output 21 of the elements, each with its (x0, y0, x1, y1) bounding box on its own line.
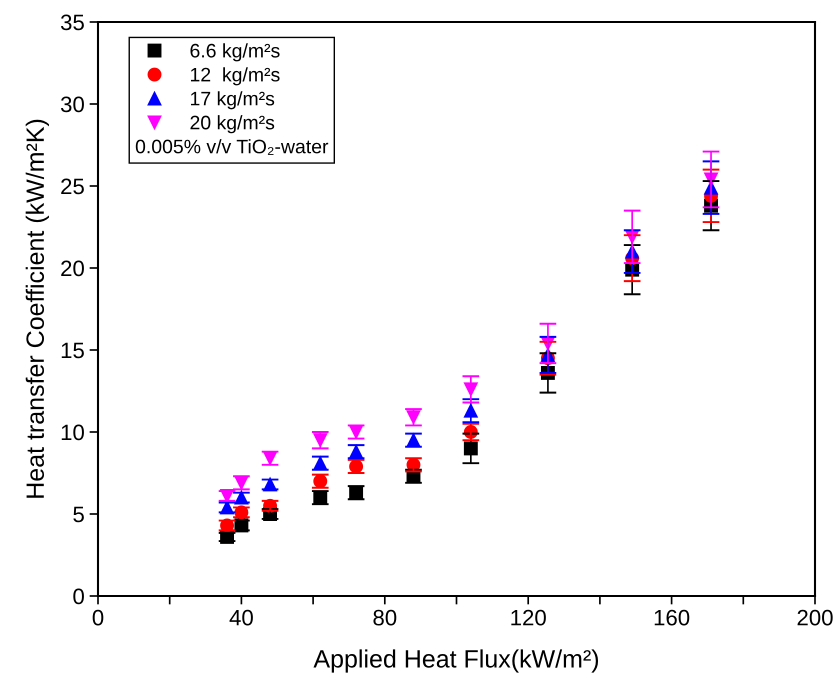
x-tick-label: 200 (798, 610, 833, 626)
y-tick-label: 5 (73, 506, 84, 522)
legend-label: 6.6 kg/m²s (190, 43, 280, 62)
x-tick-label: 40 (230, 610, 253, 626)
y-tick-label: 25 (61, 178, 84, 194)
y-tick-label: 30 (60, 96, 84, 112)
y-tick-label: 35 (60, 14, 84, 30)
y-tick-label: 0 (73, 588, 84, 604)
y-tick-label: 15 (62, 342, 84, 358)
y-axis-title: Heat transfer Coefficient (kW/m²K) (26, 120, 49, 498)
y-tick-label: 10 (62, 424, 84, 440)
x-tick-label: 80 (373, 610, 396, 626)
legend-title: 0.005% v/v TiO₂-water (136, 139, 328, 155)
x-axis-title: Applied Heat Flux(kW/m²) (313, 649, 598, 673)
x-tick-label: 120 (511, 610, 546, 626)
legend-label: 17 kg/m²s (190, 91, 274, 110)
x-tick-label: 0 (92, 610, 104, 626)
legend-label: 20 kg/m²s (190, 115, 274, 134)
y-tick-label: 20 (61, 260, 84, 276)
legend-label: 12 kg/m²s (190, 67, 280, 86)
x-tick-label: 160 (654, 610, 690, 626)
